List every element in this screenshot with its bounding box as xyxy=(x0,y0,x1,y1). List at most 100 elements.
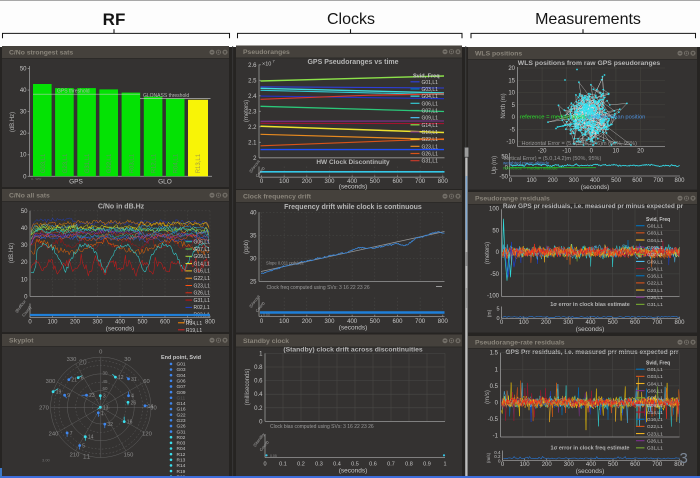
svg-text:G07,L1: G07,L1 xyxy=(647,396,663,402)
svg-text:50: 50 xyxy=(492,228,499,234)
svg-text:0: 0 xyxy=(498,459,501,464)
svg-text:(seconds): (seconds) xyxy=(106,326,135,333)
svg-text:2.5: 2.5 xyxy=(248,78,257,84)
svg-text:G23,L1: G23,L1 xyxy=(63,153,69,173)
svg-text:Count): Count) xyxy=(21,305,33,318)
svg-text:R03: R03 xyxy=(177,441,186,447)
svg-text:G26,L1: G26,L1 xyxy=(194,291,211,297)
svg-text:0: 0 xyxy=(590,149,594,155)
svg-text:C/No in dB.Hz: C/No in dB.Hz xyxy=(98,204,145,211)
svg-text:G23,L1: G23,L1 xyxy=(194,283,211,289)
svg-text:G16,L1: G16,L1 xyxy=(194,269,211,275)
svg-text:Svid, Freq: Svid, Freq xyxy=(646,217,670,223)
svg-text:40: 40 xyxy=(20,88,27,94)
svg-text:G22,L1: G22,L1 xyxy=(422,137,439,143)
svg-text:G26,L1: G26,L1 xyxy=(647,439,663,445)
svg-text:50: 50 xyxy=(501,155,508,161)
svg-text:G16,L1: G16,L1 xyxy=(422,130,439,136)
svg-text:0: 0 xyxy=(99,350,102,356)
svg-text:Clock bias computed using SVs:: Clock bias computed using SVs: 3 16 22 2… xyxy=(270,424,374,430)
svg-text:400: 400 xyxy=(115,319,126,325)
svg-text:G16,L1: G16,L1 xyxy=(647,274,663,280)
svg-text:1σ error in clock freq estimat: 1σ error in clock freq estimate xyxy=(551,446,630,452)
svg-text:200: 200 xyxy=(302,179,313,185)
svg-text:(dB.Hz): (dB.Hz) xyxy=(10,112,16,132)
svg-text:G09,L1: G09,L1 xyxy=(194,254,211,260)
svg-text:G23,L1: G23,L1 xyxy=(647,431,663,437)
svg-text:400: 400 xyxy=(590,178,601,184)
svg-text:600: 600 xyxy=(630,462,641,468)
svg-text:G14,L1: G14,L1 xyxy=(422,123,439,129)
svg-text:G06,L1: G06,L1 xyxy=(422,101,439,107)
svg-text:40: 40 xyxy=(21,226,28,232)
svg-text:3: 3 xyxy=(103,394,106,400)
svg-text:WLS positions from raw GPS pse: WLS positions from raw GPS pseudoranges xyxy=(518,60,661,67)
svg-text:G03,L1: G03,L1 xyxy=(647,231,663,237)
svg-text:G31,L1: G31,L1 xyxy=(647,302,663,308)
svg-text:60: 60 xyxy=(143,379,149,385)
svg-text:G11: G11 xyxy=(177,395,186,401)
svg-text:100: 100 xyxy=(279,179,290,185)
svg-text:R14: R14 xyxy=(177,463,186,469)
svg-text:G31: G31 xyxy=(177,429,186,435)
svg-text:Svid, Freq: Svid, Freq xyxy=(413,74,440,80)
svg-text:G14,L1: G14,L1 xyxy=(647,266,663,272)
svg-text:90: 90 xyxy=(150,406,156,412)
svg-text:G14,L1: G14,L1 xyxy=(194,261,211,267)
svg-text:0.9: 0.9 xyxy=(423,461,431,467)
svg-text:R12,L1: R12,L1 xyxy=(152,153,158,173)
svg-text:R12: R12 xyxy=(177,452,186,458)
svg-text:G16: G16 xyxy=(177,407,186,413)
svg-text:500: 500 xyxy=(370,179,381,185)
svg-text:G09,L1: G09,L1 xyxy=(647,259,663,265)
svg-text:G09,L1: G09,L1 xyxy=(647,403,663,409)
svg-text:0.5: 0.5 xyxy=(351,461,359,467)
svg-text:GPS: GPS xyxy=(69,179,83,186)
svg-text:-10: -10 xyxy=(562,149,571,155)
svg-text:10: 10 xyxy=(508,91,515,97)
svg-text:2.3: 2.3 xyxy=(248,109,257,115)
svg-text:0.00: 0.00 xyxy=(263,313,270,317)
svg-text:200: 200 xyxy=(548,178,559,184)
svg-text:weighted mean position: weighted mean position xyxy=(584,115,646,121)
svg-text:30: 30 xyxy=(21,243,28,249)
svg-text:(seconds): (seconds) xyxy=(581,184,610,191)
svg-text:500: 500 xyxy=(611,178,622,184)
svg-text:1: 1 xyxy=(259,351,263,357)
svg-text:19: 19 xyxy=(56,390,62,396)
svg-text:1: 1 xyxy=(443,461,446,467)
svg-text:G04: G04 xyxy=(177,373,186,379)
svg-text:500: 500 xyxy=(608,320,619,326)
svg-text:14: 14 xyxy=(88,435,94,441)
svg-text:31: 31 xyxy=(131,377,137,383)
svg-text:HW Clock Discontinuity: HW Clock Discontinuity xyxy=(316,159,390,166)
svg-text:3.00: 3.00 xyxy=(42,458,51,463)
svg-text:Pseudoranges: Pseudoranges xyxy=(243,49,290,56)
svg-text:700: 700 xyxy=(652,320,663,326)
svg-text:800: 800 xyxy=(438,179,449,185)
svg-text:(meters): (meters) xyxy=(244,100,250,122)
svg-text:(seconds): (seconds) xyxy=(576,468,605,475)
svg-text:G22,L1: G22,L1 xyxy=(647,281,663,287)
svg-text:0.6: 0.6 xyxy=(254,379,263,385)
svg-text:R04,L1: R04,L1 xyxy=(174,153,180,173)
svg-text:30: 30 xyxy=(20,110,27,116)
svg-text:700: 700 xyxy=(415,319,426,325)
svg-text:Up (m): Up (m) xyxy=(492,156,498,174)
svg-text:100: 100 xyxy=(519,320,530,326)
svg-text:R19: R19 xyxy=(177,469,186,475)
svg-text:20: 20 xyxy=(20,131,27,137)
svg-text:G07,L1: G07,L1 xyxy=(647,252,663,258)
svg-text:600: 600 xyxy=(160,319,171,325)
svg-text:300: 300 xyxy=(324,319,335,325)
svg-text:R02,L1: R02,L1 xyxy=(194,305,210,311)
svg-text:0: 0 xyxy=(260,179,264,185)
svg-text:100: 100 xyxy=(47,319,58,325)
svg-text:300: 300 xyxy=(569,178,580,184)
svg-text:2.4: 2.4 xyxy=(248,94,257,100)
svg-text:reference = median altitude: reference = median altitude xyxy=(503,165,558,170)
svg-text:800: 800 xyxy=(675,178,686,184)
svg-text:30: 30 xyxy=(250,256,257,262)
svg-text:600: 600 xyxy=(632,178,643,184)
svg-text:300: 300 xyxy=(46,379,56,385)
